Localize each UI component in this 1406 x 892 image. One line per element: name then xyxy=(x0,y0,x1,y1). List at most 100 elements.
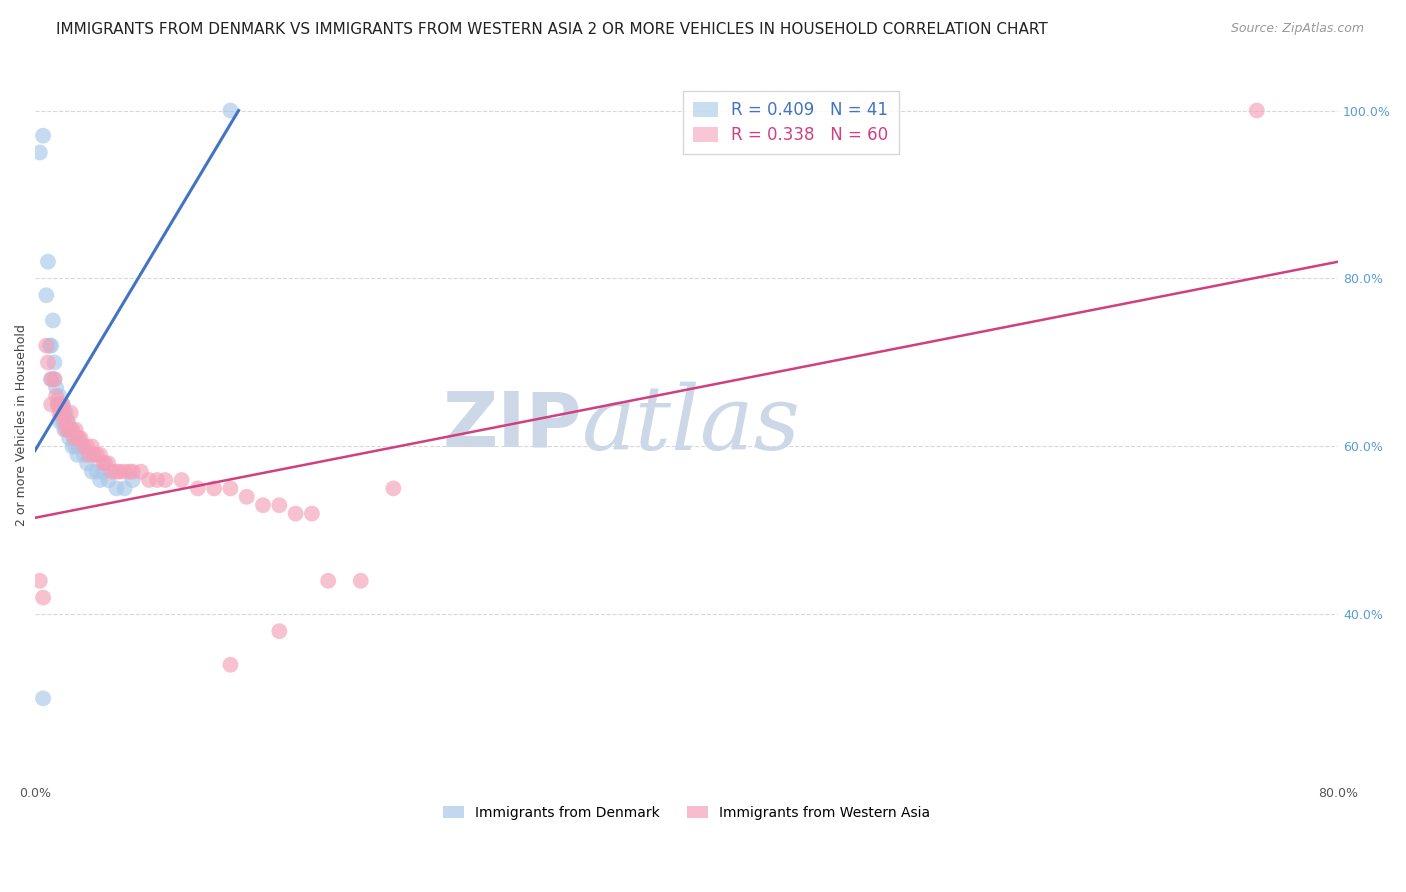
Point xyxy=(146,473,169,487)
Point xyxy=(138,473,160,487)
Point xyxy=(69,431,91,445)
Point xyxy=(66,448,89,462)
Point xyxy=(35,288,58,302)
Point xyxy=(56,414,79,428)
Point xyxy=(63,431,86,445)
Point xyxy=(35,339,58,353)
Point xyxy=(94,456,117,470)
Point xyxy=(77,448,100,462)
Point xyxy=(219,482,242,496)
Point xyxy=(39,372,62,386)
Point xyxy=(44,372,66,386)
Point xyxy=(55,406,77,420)
Point xyxy=(28,145,51,160)
Point xyxy=(121,473,143,487)
Point xyxy=(108,465,131,479)
Point xyxy=(89,473,111,487)
Point xyxy=(1246,103,1268,118)
Point xyxy=(45,381,67,395)
Point xyxy=(80,465,103,479)
Point xyxy=(45,389,67,403)
Point xyxy=(48,406,70,420)
Point xyxy=(235,490,257,504)
Point xyxy=(382,482,405,496)
Point xyxy=(219,657,242,672)
Point xyxy=(58,423,80,437)
Point xyxy=(59,406,82,420)
Point xyxy=(37,355,59,369)
Point xyxy=(73,439,96,453)
Point xyxy=(93,465,115,479)
Point xyxy=(67,431,90,445)
Point xyxy=(53,406,76,420)
Point xyxy=(63,431,86,445)
Point xyxy=(73,448,96,462)
Point xyxy=(100,465,122,479)
Point xyxy=(46,397,69,411)
Point xyxy=(105,465,128,479)
Point xyxy=(53,414,76,428)
Point xyxy=(93,456,115,470)
Point xyxy=(65,439,87,453)
Point xyxy=(52,397,75,411)
Point xyxy=(129,465,152,479)
Point xyxy=(118,465,141,479)
Point xyxy=(52,397,75,411)
Point xyxy=(350,574,373,588)
Point xyxy=(66,431,89,445)
Point xyxy=(97,456,120,470)
Point xyxy=(62,439,84,453)
Point xyxy=(52,414,75,428)
Point xyxy=(86,465,108,479)
Point xyxy=(39,339,62,353)
Point xyxy=(37,254,59,268)
Point xyxy=(155,473,177,487)
Point xyxy=(48,397,70,411)
Point xyxy=(252,498,274,512)
Point xyxy=(32,128,55,143)
Point xyxy=(89,448,111,462)
Point xyxy=(55,423,77,437)
Point xyxy=(62,423,84,437)
Point xyxy=(65,423,87,437)
Point xyxy=(114,465,136,479)
Point xyxy=(170,473,193,487)
Point xyxy=(56,414,79,428)
Text: IMMIGRANTS FROM DENMARK VS IMMIGRANTS FROM WESTERN ASIA 2 OR MORE VEHICLES IN HO: IMMIGRANTS FROM DENMARK VS IMMIGRANTS FR… xyxy=(56,22,1047,37)
Point xyxy=(39,372,62,386)
Point xyxy=(44,372,66,386)
Text: atlas: atlas xyxy=(582,382,801,469)
Point xyxy=(48,389,70,403)
Point xyxy=(269,498,291,512)
Point xyxy=(284,507,307,521)
Point xyxy=(80,439,103,453)
Point xyxy=(187,482,209,496)
Point xyxy=(46,397,69,411)
Point xyxy=(49,397,72,411)
Point xyxy=(67,439,90,453)
Point xyxy=(76,439,98,453)
Point xyxy=(38,339,60,353)
Point xyxy=(44,355,66,369)
Point xyxy=(69,439,91,453)
Text: ZIP: ZIP xyxy=(443,388,582,462)
Point xyxy=(86,448,108,462)
Y-axis label: 2 or more Vehicles in Household: 2 or more Vehicles in Household xyxy=(15,325,28,526)
Text: Source: ZipAtlas.com: Source: ZipAtlas.com xyxy=(1230,22,1364,36)
Point xyxy=(105,482,128,496)
Point xyxy=(49,406,72,420)
Point xyxy=(97,473,120,487)
Point xyxy=(28,574,51,588)
Point xyxy=(76,456,98,470)
Point xyxy=(56,423,79,437)
Point xyxy=(48,414,70,428)
Point xyxy=(59,423,82,437)
Point xyxy=(32,691,55,706)
Point xyxy=(219,103,242,118)
Point xyxy=(53,423,76,437)
Point xyxy=(114,482,136,496)
Point xyxy=(301,507,323,521)
Legend: Immigrants from Denmark, Immigrants from Western Asia: Immigrants from Denmark, Immigrants from… xyxy=(437,800,936,825)
Point xyxy=(316,574,339,588)
Point xyxy=(39,397,62,411)
